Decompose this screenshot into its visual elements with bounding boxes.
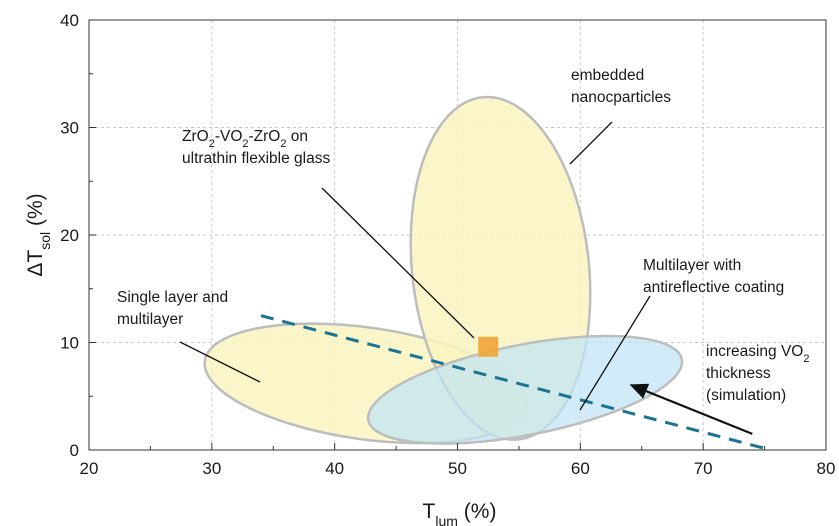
leader-line-zro2: [321, 187, 475, 339]
annotation-zro2: ZrO2-VO2-ZrO2 on: [182, 128, 308, 150]
annotation-increasing: (simulation): [706, 387, 786, 404]
y-tick-label: 10: [60, 334, 79, 353]
annotation-segment: embedded: [571, 67, 644, 84]
marks: [179, 121, 772, 452]
annotation-segment: multilayer: [117, 311, 183, 328]
annotation-multilayer-ar: antireflective coating: [643, 279, 784, 296]
annotation-segment: (simulation): [706, 387, 786, 404]
y-tick-label: 20: [60, 226, 79, 245]
annotation-segment: increasing VO: [706, 343, 803, 360]
y-axis-title-sub: sol: [37, 232, 53, 250]
annotation-increasing: increasing VO2: [706, 343, 809, 365]
x-axis-title: Tlum (%): [423, 500, 497, 526]
annotation-segment: ultrathin flexible glass: [182, 150, 330, 167]
x-axis-title-sub: lum: [435, 513, 458, 526]
annotation-zro2: ultrathin flexible glass: [182, 150, 330, 167]
x-tick-label: 20: [80, 459, 99, 478]
x-tick-label: 50: [448, 459, 467, 478]
annotation-embedded: nanocparticles: [571, 89, 671, 106]
leader-line-embedded: [569, 121, 613, 165]
annotation-multilayer-ar: Multilayer with: [643, 257, 741, 274]
annotation-segment: thickness: [706, 365, 771, 382]
y-tick-label: 40: [60, 11, 79, 30]
annotation-segment: nanocparticles: [571, 89, 671, 106]
y-axis-title: ΔTsol (%): [24, 193, 53, 276]
annotation-segment: 2: [242, 138, 248, 150]
y-axis-title-main: ΔT: [24, 250, 47, 277]
y-axis-title-rest: (%): [24, 193, 47, 232]
data-point-zro2: [478, 336, 499, 357]
y-tick-label: 30: [60, 119, 79, 138]
x-axis-title-rest: (%): [458, 500, 497, 523]
x-tick-label: 60: [571, 459, 590, 478]
annotation-segment: -ZrO: [249, 128, 281, 145]
annotation-segment: 2: [280, 138, 286, 150]
annotation-segment: Single layer and: [117, 289, 228, 306]
x-tick-label: 80: [817, 459, 836, 478]
x-tick-label: 40: [325, 459, 344, 478]
region-multilayer-ar: [366, 334, 684, 445]
annotation-segment: on: [286, 128, 308, 145]
arrow-head: [629, 383, 650, 399]
annotation-embedded: embedded: [571, 67, 644, 84]
annotation-segment: antireflective coating: [643, 279, 784, 296]
leader-line-multilayer-ar: [579, 295, 651, 411]
annotation-increasing: thickness: [706, 365, 771, 382]
leader-line-single: [179, 341, 261, 383]
annotation-segment: ZrO: [182, 128, 209, 145]
arrow-shaft: [645, 390, 753, 435]
y-tick-label: 0: [70, 441, 79, 460]
x-tick-label: 30: [202, 459, 221, 478]
x-tick-label: 70: [694, 459, 713, 478]
annotation-single: Single layer and: [117, 289, 228, 306]
annotation-segment: 2: [803, 353, 809, 365]
x-axis-title-main: T: [423, 500, 436, 523]
annotation-segment: -VO: [215, 128, 243, 145]
annotation-segment: 2: [209, 138, 215, 150]
annotation-single: multilayer: [117, 311, 183, 328]
annotation-segment: Multilayer with: [643, 257, 741, 274]
regions: [203, 95, 684, 445]
